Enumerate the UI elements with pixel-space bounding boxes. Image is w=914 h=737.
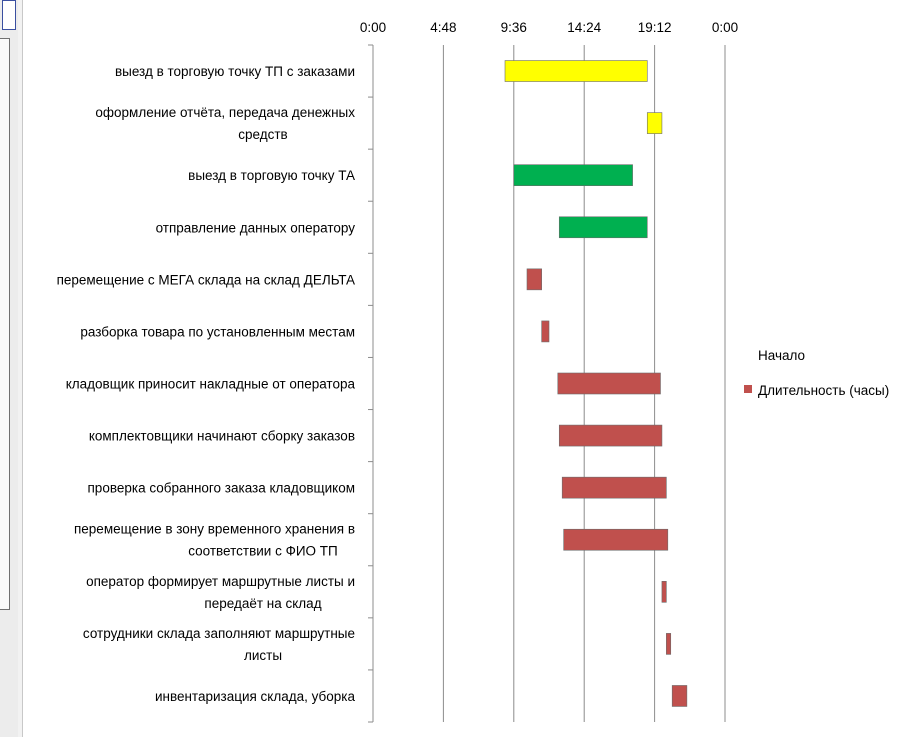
duration-bar <box>504 60 648 82</box>
category-label: инвентаризация склада, уборка <box>155 689 356 704</box>
side-panel-edge <box>0 38 10 610</box>
y-axis <box>368 44 374 723</box>
duration-bar <box>541 320 550 343</box>
duration-bar <box>671 685 688 707</box>
x-tick-label: 14:24 <box>567 20 601 35</box>
duration-bar <box>666 633 672 655</box>
duration-bar <box>513 164 633 186</box>
x-tick-label: 19:12 <box>638 20 672 35</box>
x-tick-label: 0:00 <box>712 20 738 35</box>
duration-bar <box>558 216 648 239</box>
category-labels: выезд в торговую точку ТП с заказами офор… <box>57 64 356 704</box>
legend: Начало Длительность (часы) <box>744 348 889 398</box>
category-label: проверка собранного заказа кладовщиком <box>88 481 356 496</box>
chart-panel: 0:00 4:48 9:36 14:24 19:12 0:00 выезд в торго… <box>22 0 914 737</box>
duration-bar <box>558 424 663 447</box>
duration-bar <box>526 268 542 291</box>
duration-bar <box>646 112 663 134</box>
category-label-continued: листы <box>244 648 282 663</box>
category-label: перемещение с МЕГА склада на склад ДЕЛЬТ… <box>57 272 355 287</box>
gantt-chart: 0:00 4:48 9:36 14:24 19:12 0:00 выезд в торго… <box>57 20 889 723</box>
category-label: оформление отчёта, передача денежных <box>95 105 355 120</box>
duration-bar <box>661 581 667 603</box>
category-label: перемещение в зону временного хранения в <box>74 522 355 537</box>
x-tick-label: 0:00 <box>360 20 386 35</box>
category-label: кладовщик приносит накладные от оператор… <box>66 377 356 392</box>
legend-label-duration: Длительность (часы) <box>758 383 889 398</box>
legend-label-start: Начало <box>758 348 805 363</box>
x-tick-label: 9:36 <box>501 20 527 35</box>
category-label-continued: соответствии с ФИО ТП <box>188 544 338 559</box>
category-label: отправление данных оператору <box>156 220 356 235</box>
x-axis-ticks: 0:00 4:48 9:36 14:24 19:12 0:00 <box>360 20 738 35</box>
left-edge-strip <box>0 0 18 737</box>
x-tick-label: 4:48 <box>430 20 456 35</box>
duration-bar <box>557 372 661 395</box>
category-label: разборка товара по установленным местам <box>80 324 355 339</box>
category-label: комплектовщики начинают сборку заказов <box>89 429 355 444</box>
category-label: выезд в торговую точку ТП с заказами <box>115 64 355 79</box>
category-label-continued: средств <box>238 127 287 142</box>
duration-bar <box>563 528 669 551</box>
bars <box>504 60 688 707</box>
category-label-continued: передаёт на склад <box>204 596 321 611</box>
category-label: оператор формирует маршрутные листы и <box>86 574 355 589</box>
duration-bar <box>561 476 667 499</box>
category-label: выезд в торговую точку ТА <box>188 168 355 183</box>
category-label: сотрудники склада заполняют маршрутные <box>83 626 355 641</box>
legend-swatch <box>744 385 752 393</box>
slide-thumbnail-frame <box>2 0 16 30</box>
